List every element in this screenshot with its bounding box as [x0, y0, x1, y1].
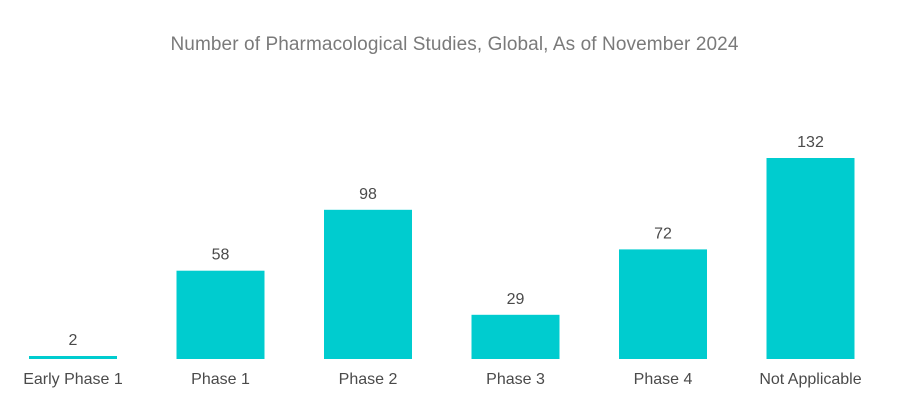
x-tick-label: Not Applicable [759, 371, 861, 388]
bar-phase-2 [324, 209, 412, 359]
bar-phase-3 [471, 314, 560, 359]
chart-title: Number of Pharmacological Studies, Globa… [170, 34, 739, 55]
x-tick-label: Early Phase 1 [23, 371, 123, 388]
bar-not-applicable [766, 158, 855, 359]
x-tick-label: Phase 4 [634, 371, 693, 388]
x-tick-label: Phase 1 [191, 371, 250, 388]
bar-phase-1 [176, 270, 265, 359]
bar-early-phase-1 [29, 356, 117, 359]
x-tick-label: Phase 3 [486, 371, 545, 388]
data-label: 58 [212, 247, 230, 264]
data-label: 2 [69, 332, 78, 349]
bar-phase-4 [619, 249, 707, 359]
data-label: 29 [507, 291, 525, 308]
data-label: 132 [797, 134, 824, 151]
x-tick-label: Phase 2 [339, 371, 398, 388]
data-label: 72 [654, 225, 672, 242]
data-label: 98 [359, 186, 377, 203]
